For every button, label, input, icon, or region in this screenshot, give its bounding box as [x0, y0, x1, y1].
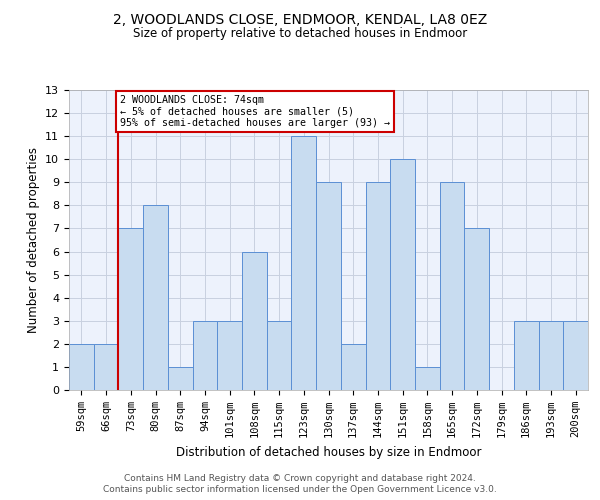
- Bar: [563, 321, 588, 390]
- Bar: [193, 321, 217, 390]
- Bar: [217, 321, 242, 390]
- Y-axis label: Number of detached properties: Number of detached properties: [26, 147, 40, 333]
- Bar: [365, 182, 390, 390]
- Bar: [94, 344, 118, 390]
- Bar: [415, 367, 440, 390]
- Text: 2 WOODLANDS CLOSE: 74sqm
← 5% of detached houses are smaller (5)
95% of semi-det: 2 WOODLANDS CLOSE: 74sqm ← 5% of detache…: [119, 94, 389, 128]
- Bar: [464, 228, 489, 390]
- Text: Contains HM Land Registry data © Crown copyright and database right 2024.
Contai: Contains HM Land Registry data © Crown c…: [103, 474, 497, 494]
- Bar: [168, 367, 193, 390]
- Text: Size of property relative to detached houses in Endmoor: Size of property relative to detached ho…: [133, 28, 467, 40]
- Bar: [316, 182, 341, 390]
- Bar: [118, 228, 143, 390]
- Bar: [390, 159, 415, 390]
- Bar: [242, 252, 267, 390]
- Bar: [440, 182, 464, 390]
- Bar: [341, 344, 365, 390]
- X-axis label: Distribution of detached houses by size in Endmoor: Distribution of detached houses by size …: [176, 446, 481, 458]
- Text: 2, WOODLANDS CLOSE, ENDMOOR, KENDAL, LA8 0EZ: 2, WOODLANDS CLOSE, ENDMOOR, KENDAL, LA8…: [113, 12, 487, 26]
- Bar: [292, 136, 316, 390]
- Bar: [69, 344, 94, 390]
- Bar: [514, 321, 539, 390]
- Bar: [267, 321, 292, 390]
- Bar: [143, 206, 168, 390]
- Bar: [539, 321, 563, 390]
